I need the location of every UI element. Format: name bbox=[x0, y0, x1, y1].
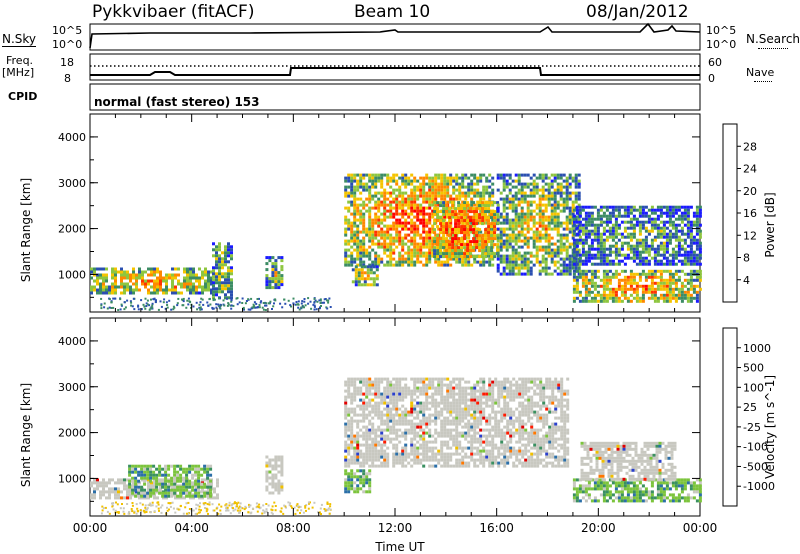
x-tick-label: 20:00 bbox=[581, 521, 616, 535]
power-panel: 1000 2000 3000 4000 4 8 12 16 20 24 28 bbox=[58, 113, 757, 313]
time-xlabel: Time UT bbox=[375, 540, 425, 554]
velocity-region bbox=[344, 377, 570, 468]
nsky-label: N.Sky bbox=[2, 32, 37, 47]
freq-panel bbox=[89, 53, 701, 81]
x-tick-label: 08:00 bbox=[276, 521, 311, 535]
nsearch-tick-top: 10^5 bbox=[706, 24, 737, 37]
colorbar-tick-label: 28 bbox=[743, 140, 757, 153]
nave-legend-line bbox=[754, 81, 772, 82]
power-region bbox=[572, 205, 702, 266]
nsearch-legend-line bbox=[758, 48, 788, 49]
nsky-tick-top: 10^5 bbox=[52, 24, 83, 37]
velocity-cbar-label: Velocity [m s^-1] bbox=[763, 374, 777, 480]
freq-label-line1: Freq. bbox=[6, 54, 34, 67]
velocity-ylabel: Slant Range [km] bbox=[19, 382, 33, 488]
x-tick-label: 00:00 bbox=[73, 521, 108, 535]
nsky-trace bbox=[89, 22, 701, 49]
power-region bbox=[212, 242, 233, 300]
freq-trace bbox=[90, 67, 700, 76]
colorbar-frame bbox=[722, 123, 738, 303]
power-region bbox=[496, 173, 581, 276]
colorbar-tick-label: 100 bbox=[743, 381, 764, 394]
y-tick-label: 1000 bbox=[58, 472, 86, 485]
colorbar-tick-label: -500 bbox=[743, 460, 768, 473]
freq-tick-top: 18 bbox=[60, 56, 74, 69]
date-title: 08/Jan/2012 bbox=[586, 2, 689, 22]
colorbar-tick-label: 12 bbox=[743, 229, 757, 242]
colorbar-tick-label: 16 bbox=[743, 207, 757, 220]
y-tick-label: 4000 bbox=[58, 131, 86, 144]
velocity-panel: 1000 2000 3000 4000 1000 500 100 25 -25 -100 -500 -… bbox=[58, 317, 775, 535]
velocity-ground-scatter bbox=[100, 501, 332, 515]
velocity-region bbox=[580, 441, 677, 481]
y-tick-label: 3000 bbox=[58, 381, 86, 394]
power-region bbox=[572, 269, 702, 303]
velocity-ylabel-wrap: Slant Range [km] bbox=[6, 383, 46, 487]
colorbar-tick-label: 4 bbox=[743, 274, 750, 287]
colorbar-tick-label: 25 bbox=[743, 401, 757, 414]
nsky-tick-bottom: 10^0 bbox=[52, 38, 83, 51]
colorbar-tick-label: 500 bbox=[743, 362, 764, 375]
y-tick-label: 2000 bbox=[58, 427, 86, 440]
power-ground-scatter bbox=[100, 297, 332, 311]
colorbar-tick-label: -25 bbox=[743, 421, 761, 434]
power-region bbox=[433, 201, 500, 259]
nsky-panel bbox=[89, 23, 701, 51]
velocity-region bbox=[265, 455, 284, 495]
x-tick-label: 00:00 bbox=[683, 521, 718, 535]
velocity-region bbox=[128, 464, 213, 498]
power-ylabel-wrap: Slant Range [km] bbox=[6, 178, 46, 282]
y-tick-label: 4000 bbox=[58, 335, 86, 348]
station-title: Pykkvibaer (fitACF) bbox=[92, 2, 255, 22]
velocity-region bbox=[572, 478, 702, 503]
colorbar-tick-label: 24 bbox=[743, 163, 757, 176]
power-region bbox=[351, 265, 379, 287]
y-tick-label: 2000 bbox=[58, 223, 86, 236]
nave-tick-bottom: 0 bbox=[708, 72, 715, 85]
cpid-text: normal (fast stereo) 153 bbox=[94, 95, 260, 109]
cpid-panel bbox=[89, 83, 701, 111]
power-ylabel: Slant Range [km] bbox=[19, 177, 33, 283]
colorbar-tick-label: -1000 bbox=[743, 480, 775, 493]
freq-tick-bottom: 8 bbox=[64, 72, 71, 85]
nave-tick-top: 60 bbox=[708, 56, 722, 69]
x-tick-label: 12:00 bbox=[378, 521, 413, 535]
beam-title: Beam 10 bbox=[354, 2, 431, 22]
freq-label-line2: [MHz] bbox=[2, 66, 35, 79]
nsearch-tick-bottom: 10^0 bbox=[706, 38, 737, 51]
power-region bbox=[90, 267, 213, 295]
velocity-region bbox=[344, 469, 372, 494]
nsearch-label: N.Search bbox=[746, 32, 800, 46]
power-region bbox=[265, 256, 284, 290]
velocity-cbar-label-wrap: Velocity [m s^-1] bbox=[745, 375, 795, 479]
colorbar-frame bbox=[722, 327, 738, 507]
x-tick-label: 16:00 bbox=[479, 521, 514, 535]
y-tick-label: 3000 bbox=[58, 177, 86, 190]
power-cbar-label: Power [dB] bbox=[763, 192, 777, 258]
colorbar-tick-label: 1000 bbox=[743, 342, 771, 355]
cpid-label: CPID bbox=[8, 90, 38, 103]
nave-label: Nave bbox=[746, 66, 775, 79]
x-tick-label: 04:00 bbox=[174, 521, 209, 535]
power-cbar-label-wrap: Power [dB] bbox=[745, 192, 795, 257]
colorbar-tick-label: 20 bbox=[743, 185, 757, 198]
y-tick-label: 1000 bbox=[58, 268, 86, 281]
colorbar-tick-label: 8 bbox=[743, 252, 750, 265]
colorbar-tick-label: -100 bbox=[743, 441, 768, 454]
